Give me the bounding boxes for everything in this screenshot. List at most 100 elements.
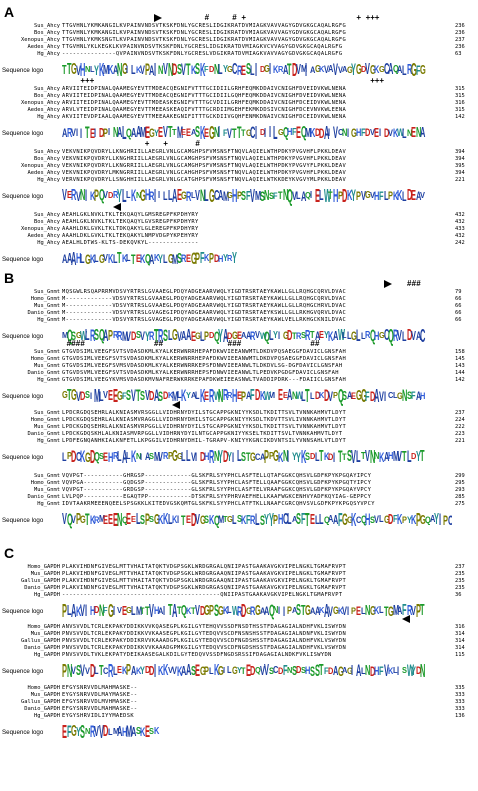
logo-residue: I — [287, 447, 290, 466]
logo-residue: G — [75, 331, 82, 340]
logo-residue: M — [62, 331, 69, 340]
logo-residue: L — [80, 251, 85, 266]
logo-residue: K — [158, 512, 164, 527]
logo-residue: A — [172, 601, 178, 621]
logo-residue: K — [89, 189, 95, 203]
logo-residue: A — [291, 606, 298, 615]
logo-residue: E — [319, 330, 325, 341]
logo-residue: P — [126, 662, 132, 679]
sequence-name: Danio_GAPDH — [24, 645, 60, 651]
logo-residue: V — [80, 601, 86, 620]
sequence-name: Mus_Gnmt — [34, 424, 60, 430]
sequence-rows: VEKVNIKPQVDRYLLKNGHRIILLAEGRLVNLGCAMGHPS… — [62, 149, 346, 184]
sequence-name: Hg_Gnmt — [37, 317, 60, 323]
logo-residue: D — [199, 603, 206, 618]
logo-residue: K — [140, 725, 146, 739]
logo-residue: R — [406, 61, 412, 78]
sequence-rows: PLAKVIHDNFGIVEGLMTTVHAITATQKTVDGPSGKLWRD… — [62, 564, 346, 599]
sequence-name: Mus_Gnmt — [34, 487, 60, 493]
plus-marker: + — [356, 13, 362, 22]
plus-marker: + — [374, 13, 380, 22]
logo-residue: G — [351, 329, 358, 343]
logo-residue: Y — [117, 186, 123, 206]
logo-residue: A — [130, 125, 137, 140]
sequence-text: GTGVDSIMLVEEGFSVTSVDASDKMLKYALKERWNRRHEP… — [62, 356, 347, 362]
panel-label: A — [4, 4, 15, 20]
plus-marker: + — [370, 13, 375, 22]
logo-residue: D — [411, 452, 417, 461]
logo-residue: F — [392, 514, 398, 525]
logo-residue: N — [365, 602, 371, 619]
logo-residue: T — [277, 190, 283, 202]
logo-residue: P — [273, 512, 279, 527]
logo-residue: Y — [273, 330, 279, 341]
logo-residue: E — [144, 123, 150, 142]
logo-residue: V — [337, 65, 343, 75]
sequence-end-position: 63 — [455, 51, 462, 57]
sequence-name: Homo_Gnmt — [30, 296, 60, 302]
plus-marker: + — [89, 76, 95, 85]
logo-residue: G — [397, 391, 404, 401]
logo-residue: V — [333, 60, 338, 79]
sequence-text: AEAHLGKLNVKLTKLTEKQAQYLGMSREGPFKPDHYRY — [62, 212, 199, 218]
logo-residue: V — [117, 606, 123, 615]
logo-residue: R — [236, 62, 242, 78]
logo-residue: M — [121, 328, 128, 344]
sequence-text: ----------------------------------------… — [62, 592, 343, 598]
sequence-end-position: 223 — [455, 431, 465, 437]
logo-residue: Q — [305, 191, 312, 200]
logo-residue: M — [300, 64, 308, 75]
logo-residue: V — [149, 601, 155, 621]
logo-residue: A — [342, 666, 348, 675]
sequence-logo-label: Sequence logo — [2, 193, 44, 200]
logo-residue: A — [186, 662, 192, 679]
logo-residue: K — [378, 449, 385, 465]
sequence-text: EYGYSHRVIDLIYYMAEDSK — [62, 713, 134, 719]
logo-residue: K — [135, 666, 141, 676]
sequence-logo-label: Sequence logo — [2, 393, 44, 400]
logo-residue: A — [71, 601, 77, 621]
sequence-name: Homo_GAPDH — [27, 624, 60, 630]
logo-residue: N — [213, 448, 219, 465]
logo-residue: D — [310, 452, 316, 461]
logo-residue: D — [222, 447, 229, 466]
logo-residue: P — [75, 511, 81, 528]
logo-residue: G — [250, 450, 257, 464]
logo-residue: N — [98, 601, 105, 620]
logo-residue: H — [374, 329, 380, 343]
logo-residue: I — [89, 391, 92, 401]
logo-residue: Y — [415, 448, 421, 465]
logo-residue: V — [411, 603, 417, 618]
logo-residue: A — [314, 604, 321, 618]
logo-residue: G — [172, 327, 179, 344]
logo-residue: T — [140, 606, 145, 616]
logo-residue: N — [287, 666, 293, 675]
sequence-name: Mus_Gnmt — [34, 363, 60, 369]
sequence-name: Sus_Ahcy — [34, 212, 60, 218]
logo-residue: A — [117, 124, 123, 141]
logo-residue: I — [268, 124, 271, 141]
logo-residue: E — [195, 661, 201, 680]
logo-residue: P — [62, 601, 67, 621]
logo-residue: K — [388, 666, 394, 676]
logo-residue: M — [94, 386, 101, 406]
logo-residue: G — [209, 186, 215, 206]
sequence-text: AAAHLDKLGVKLTKLTEKQAKYLNMPVDGPYKPEHYRY — [62, 233, 199, 239]
logo-residue: G — [62, 390, 68, 401]
logo-residue: F — [411, 390, 416, 402]
logo-residue: A — [149, 251, 155, 267]
sequence-name: Sus_Gnmt — [34, 473, 60, 479]
alignment-block: Sus_Gnmt Homo_Gnmt Mus_Gnmt Danio_Gnmt Hg_Gn… — [0, 464, 478, 530]
logo-residue: Q — [424, 515, 431, 525]
logo-residue: A — [245, 390, 252, 402]
logo-residue: E — [310, 511, 316, 528]
logo-residue: W — [80, 328, 88, 343]
logo-residue: S — [204, 514, 210, 526]
logo-residue: G — [195, 331, 201, 341]
sequence-names: Sus_Ahcy Bos_Ahcy Xenopus_Ahcy Aedes_Ahcy Hg… — [4, 212, 60, 247]
logo-residue: L — [383, 188, 389, 203]
sequence-end-position: 36 — [455, 592, 462, 598]
logo-residue: G — [71, 61, 77, 78]
plus-marker: + — [241, 13, 247, 22]
sequence-text: VEKVNIKPQVDRYLMKNGRRIILLAEGRLVNLGCAHGHPS… — [62, 170, 347, 176]
